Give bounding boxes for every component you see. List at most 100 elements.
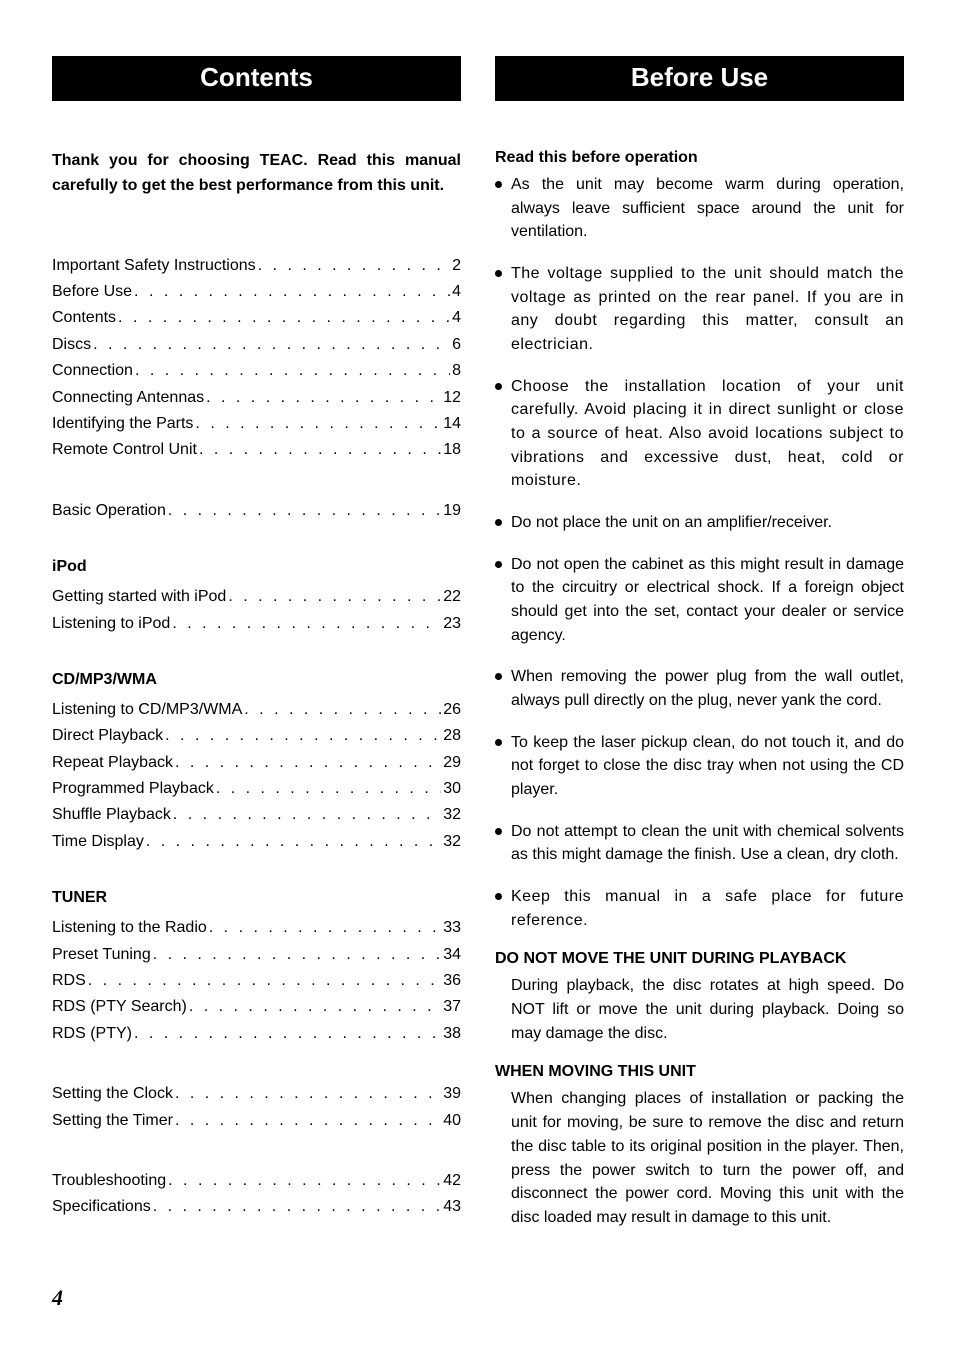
toc-dots — [134, 279, 450, 305]
toc-item-page: 8 — [452, 358, 461, 384]
toc-item: Before Use4 — [52, 279, 461, 305]
toc-item: Important Safety Instructions 2 — [52, 253, 461, 279]
toc-item: Repeat Playback29 — [52, 750, 461, 776]
toc-item-page: 39 — [443, 1081, 461, 1107]
toc-item: Programmed Playback30 — [52, 776, 461, 802]
toc-item-label: Time Display — [52, 829, 144, 855]
when-moving-block: WHEN MOVING THIS UNIT When changing plac… — [495, 1063, 904, 1229]
toc-block: Important Safety Instructions 2Before Use… — [52, 253, 461, 464]
toc-item: RDS (PTY Search)37 — [52, 994, 461, 1020]
toc-item-page: 22 — [443, 584, 461, 610]
toc-dots — [228, 584, 441, 610]
toc-item-label: Basic Operation — [52, 498, 166, 524]
toc-dots — [172, 611, 441, 637]
toc-item-label: Identifying the Parts — [52, 411, 193, 437]
precaution-item: Choose the installation location of your… — [495, 375, 904, 493]
toc-item: Direct Playback28 — [52, 723, 461, 749]
toc-block: TUNER Listening to the Radio33Preset Tuni… — [52, 889, 461, 1047]
toc-dots — [216, 776, 441, 802]
precautions-list: As the unit may become warm during opera… — [495, 173, 904, 932]
toc-dots — [146, 829, 441, 855]
toc-item-label: RDS (PTY Search) — [52, 994, 187, 1020]
do-not-move-body: During playback, the disc rotates at hig… — [495, 974, 904, 1045]
toc-block: iPodGetting started with iPod22Listening… — [52, 558, 461, 637]
toc-dots — [118, 305, 450, 331]
toc-dots — [88, 968, 441, 994]
toc-item: Contents 4 — [52, 305, 461, 331]
precaution-item: Do not open the cabinet as this might re… — [495, 553, 904, 648]
toc-item-page: 23 — [443, 611, 461, 637]
toc-item-page: 32 — [443, 829, 461, 855]
toc-item-page: 38 — [443, 1021, 461, 1047]
toc-item-page: 40 — [443, 1108, 461, 1134]
toc-dots — [199, 437, 441, 463]
toc-item-label: Setting the Timer — [52, 1108, 173, 1134]
toc-dots — [175, 1108, 441, 1134]
toc-dots — [173, 802, 441, 828]
precaution-item: Do not place the unit on an amplifier/re… — [495, 511, 904, 535]
precaution-item: As the unit may become warm during opera… — [495, 173, 904, 244]
toc-container: Important Safety Instructions 2Before Use… — [52, 253, 461, 1221]
toc-item: Basic Operation19 — [52, 498, 461, 524]
toc-item: Listening to the Radio33 — [52, 915, 461, 941]
toc-item: Troubleshooting 42 — [52, 1168, 461, 1194]
toc-item-page: 32 — [443, 802, 461, 828]
toc-item: Connection 8 — [52, 358, 461, 384]
toc-item: Listening to CD/MP3/WMA 26 — [52, 697, 461, 723]
toc-item: RDS36 — [52, 968, 461, 994]
toc-dots — [175, 1081, 441, 1107]
toc-dots — [189, 994, 441, 1020]
toc-item-label: Remote Control Unit — [52, 437, 197, 463]
toc-dots — [135, 358, 450, 384]
toc-item-page: 4 — [452, 305, 461, 331]
precaution-item: When removing the power plug from the wa… — [495, 665, 904, 712]
toc-item: Time Display 32 — [52, 829, 461, 855]
toc-item-page: 12 — [443, 385, 461, 411]
precaution-item: Do not attempt to clean the unit with ch… — [495, 820, 904, 867]
toc-dots — [168, 498, 441, 524]
precaution-item: To keep the laser pickup clean, do not t… — [495, 731, 904, 802]
toc-item-page: 6 — [452, 332, 461, 358]
toc-item-label: Troubleshooting — [52, 1168, 166, 1194]
toc-item-page: 42 — [443, 1168, 461, 1194]
read-before-operation-heading: Read this before operation — [495, 149, 904, 167]
toc-item-page: 36 — [443, 968, 461, 994]
before-use-header: Before Use — [495, 56, 904, 101]
precaution-item: The voltage supplied to the unit should … — [495, 262, 904, 357]
toc-item: Connecting Antennas 12 — [52, 385, 461, 411]
toc-item-label: Preset Tuning — [52, 942, 151, 968]
toc-item-label: Listening to iPod — [52, 611, 170, 637]
toc-item: Getting started with iPod22 — [52, 584, 461, 610]
toc-dots — [153, 1194, 441, 1220]
toc-heading: TUNER — [52, 889, 461, 907]
toc-item-label: Connecting Antennas — [52, 385, 204, 411]
toc-dots — [209, 915, 441, 941]
before-use-column: Before Use Read this before operation As… — [495, 56, 904, 1255]
toc-item: Setting the Clock 39 — [52, 1081, 461, 1107]
toc-item-page: 29 — [443, 750, 461, 776]
toc-item-page: 4 — [452, 279, 461, 305]
toc-item-label: Connection — [52, 358, 133, 384]
when-moving-body: When changing places of installation or … — [495, 1087, 904, 1229]
toc-item-label: Direct Playback — [52, 723, 163, 749]
toc-item: Setting the Timer 40 — [52, 1108, 461, 1134]
toc-item-label: Listening to CD/MP3/WMA — [52, 697, 242, 723]
toc-item: RDS (PTY)38 — [52, 1021, 461, 1047]
toc-dots — [195, 411, 441, 437]
toc-item-page: 26 — [443, 697, 461, 723]
do-not-move-block: DO NOT MOVE THE UNIT DURING PLAYBACK Dur… — [495, 950, 904, 1045]
toc-dots — [153, 942, 441, 968]
when-moving-heading: WHEN MOVING THIS UNIT — [495, 1063, 904, 1081]
toc-dots — [206, 385, 441, 411]
toc-item: Specifications43 — [52, 1194, 461, 1220]
toc-item-label: Important Safety Instructions — [52, 253, 256, 279]
toc-block: Basic Operation19 — [52, 498, 461, 524]
toc-item-label: Discs — [52, 332, 91, 358]
toc-heading: CD/MP3/WMA — [52, 671, 461, 689]
toc-item-label: Setting the Clock — [52, 1081, 173, 1107]
toc-item-label: Contents — [52, 305, 116, 331]
toc-item-label: Listening to the Radio — [52, 915, 207, 941]
toc-item-page: 2 — [452, 253, 461, 279]
page-number: 4 — [52, 1285, 63, 1311]
contents-column: Contents Thank you for choosing TEAC. Re… — [52, 56, 461, 1255]
